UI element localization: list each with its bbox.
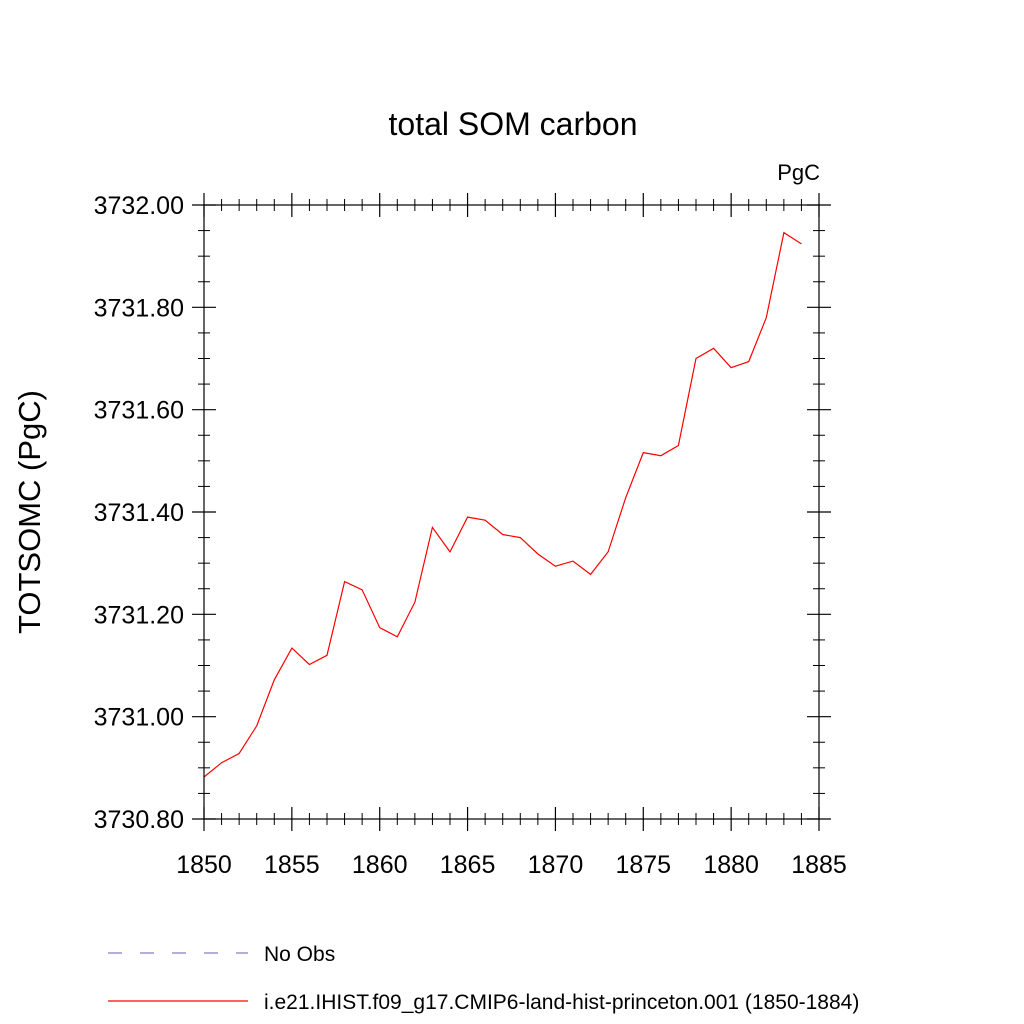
- chart-title: total SOM carbon: [389, 106, 638, 142]
- legend: No Obs i.e21.IHIST.f09_g17.CMIP6-land-his…: [108, 943, 859, 1014]
- x-tick-label: 1860: [352, 851, 408, 879]
- units-label: PgC: [777, 160, 820, 185]
- y-axis-label: TOTSOMC (PgC): [12, 390, 47, 634]
- y-tick-label: 3730.80: [94, 806, 184, 834]
- axis-ticks: [192, 193, 831, 831]
- x-tick-label: 1885: [791, 851, 847, 879]
- y-tick-label: 3731.20: [94, 601, 184, 629]
- y-tick-label: 3731.60: [94, 397, 184, 425]
- legend-label-0: i.e21.IHIST.f09_g17.CMIP6-land-hist-prin…: [264, 991, 859, 1014]
- plot-frame: [203, 204, 820, 820]
- y-tick-label: 3731.00: [94, 704, 184, 732]
- x-tick-label: 1865: [440, 851, 496, 879]
- y-tick-label: 3731.80: [94, 294, 184, 322]
- x-tick-label: 1850: [176, 851, 232, 879]
- x-tick-label: 1880: [703, 851, 759, 879]
- legend-label-1: No Obs: [264, 943, 335, 966]
- series-layer: [203, 231, 802, 778]
- x-tick-label: 1855: [264, 851, 320, 879]
- series-line-0: [203, 231, 802, 778]
- y-tick-label: 3732.00: [94, 192, 184, 220]
- x-tick-label: 1870: [528, 851, 584, 879]
- x-tick-label: 1875: [615, 851, 671, 879]
- tick-labels: 1850 1855 1860 1865 1870 1875 1880 1885 3730.80 3…: [94, 192, 847, 879]
- y-tick-label: 3731.40: [94, 499, 184, 527]
